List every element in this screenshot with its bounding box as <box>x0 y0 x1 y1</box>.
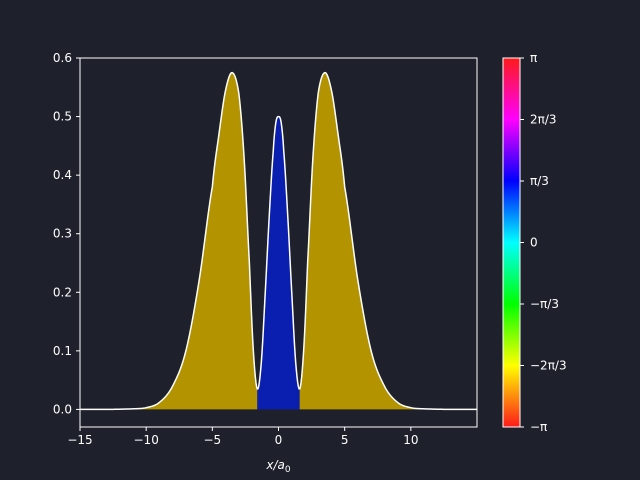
y-tick-label: 0.0 <box>53 402 72 416</box>
y-tick-label: 0.5 <box>53 110 72 124</box>
y-tick-label: 0.2 <box>53 285 72 299</box>
y-tick-label: 0.6 <box>53 51 72 65</box>
x-axis-ticks: −15 −10 −5 0 5 10 <box>67 427 418 447</box>
x-tick-label: 0 <box>275 433 283 447</box>
y-tick-label: 0.1 <box>53 344 72 358</box>
y-tick-label: 0.3 <box>53 227 72 241</box>
phase-fills <box>80 72 477 410</box>
x-tick-label: 5 <box>341 433 349 447</box>
colorbar-tick-label: π/3 <box>530 174 549 188</box>
colorbar-tick-label: 2π/3 <box>530 113 557 127</box>
plot-area <box>79 57 478 428</box>
colorbar-tick-label: −π/3 <box>530 297 559 311</box>
colorbar-tick-label: 0 <box>530 236 538 250</box>
phase-fill-2 <box>299 72 477 410</box>
x-tick-label: −5 <box>203 433 221 447</box>
density-curve <box>80 71 477 411</box>
x-tick-label: −10 <box>134 433 159 447</box>
colorbar-tick-label: −2π/3 <box>530 359 567 373</box>
colorbar-tick-label: π <box>530 51 537 65</box>
colorbar-ticks: π 2π/3 π/3 0 −π/3 −2π/3 −π <box>520 51 567 434</box>
x-tick-label: −15 <box>67 433 92 447</box>
phase-colorbar: π 2π/3 π/3 0 −π/3 −2π/3 −π <box>502 51 567 434</box>
colorbar-gradient <box>502 57 521 428</box>
colorbar-tick-label: −π <box>530 420 547 434</box>
y-tick-label: 0.4 <box>53 168 72 182</box>
x-axis-label: x/a0 <box>265 458 291 475</box>
y-axis-ticks: 0.0 0.1 0.2 0.3 0.4 0.5 0.6 <box>53 51 80 416</box>
phase-fill-0 <box>80 72 258 410</box>
phase-fill-1 <box>257 116 300 410</box>
x-tick-label: 10 <box>403 433 418 447</box>
